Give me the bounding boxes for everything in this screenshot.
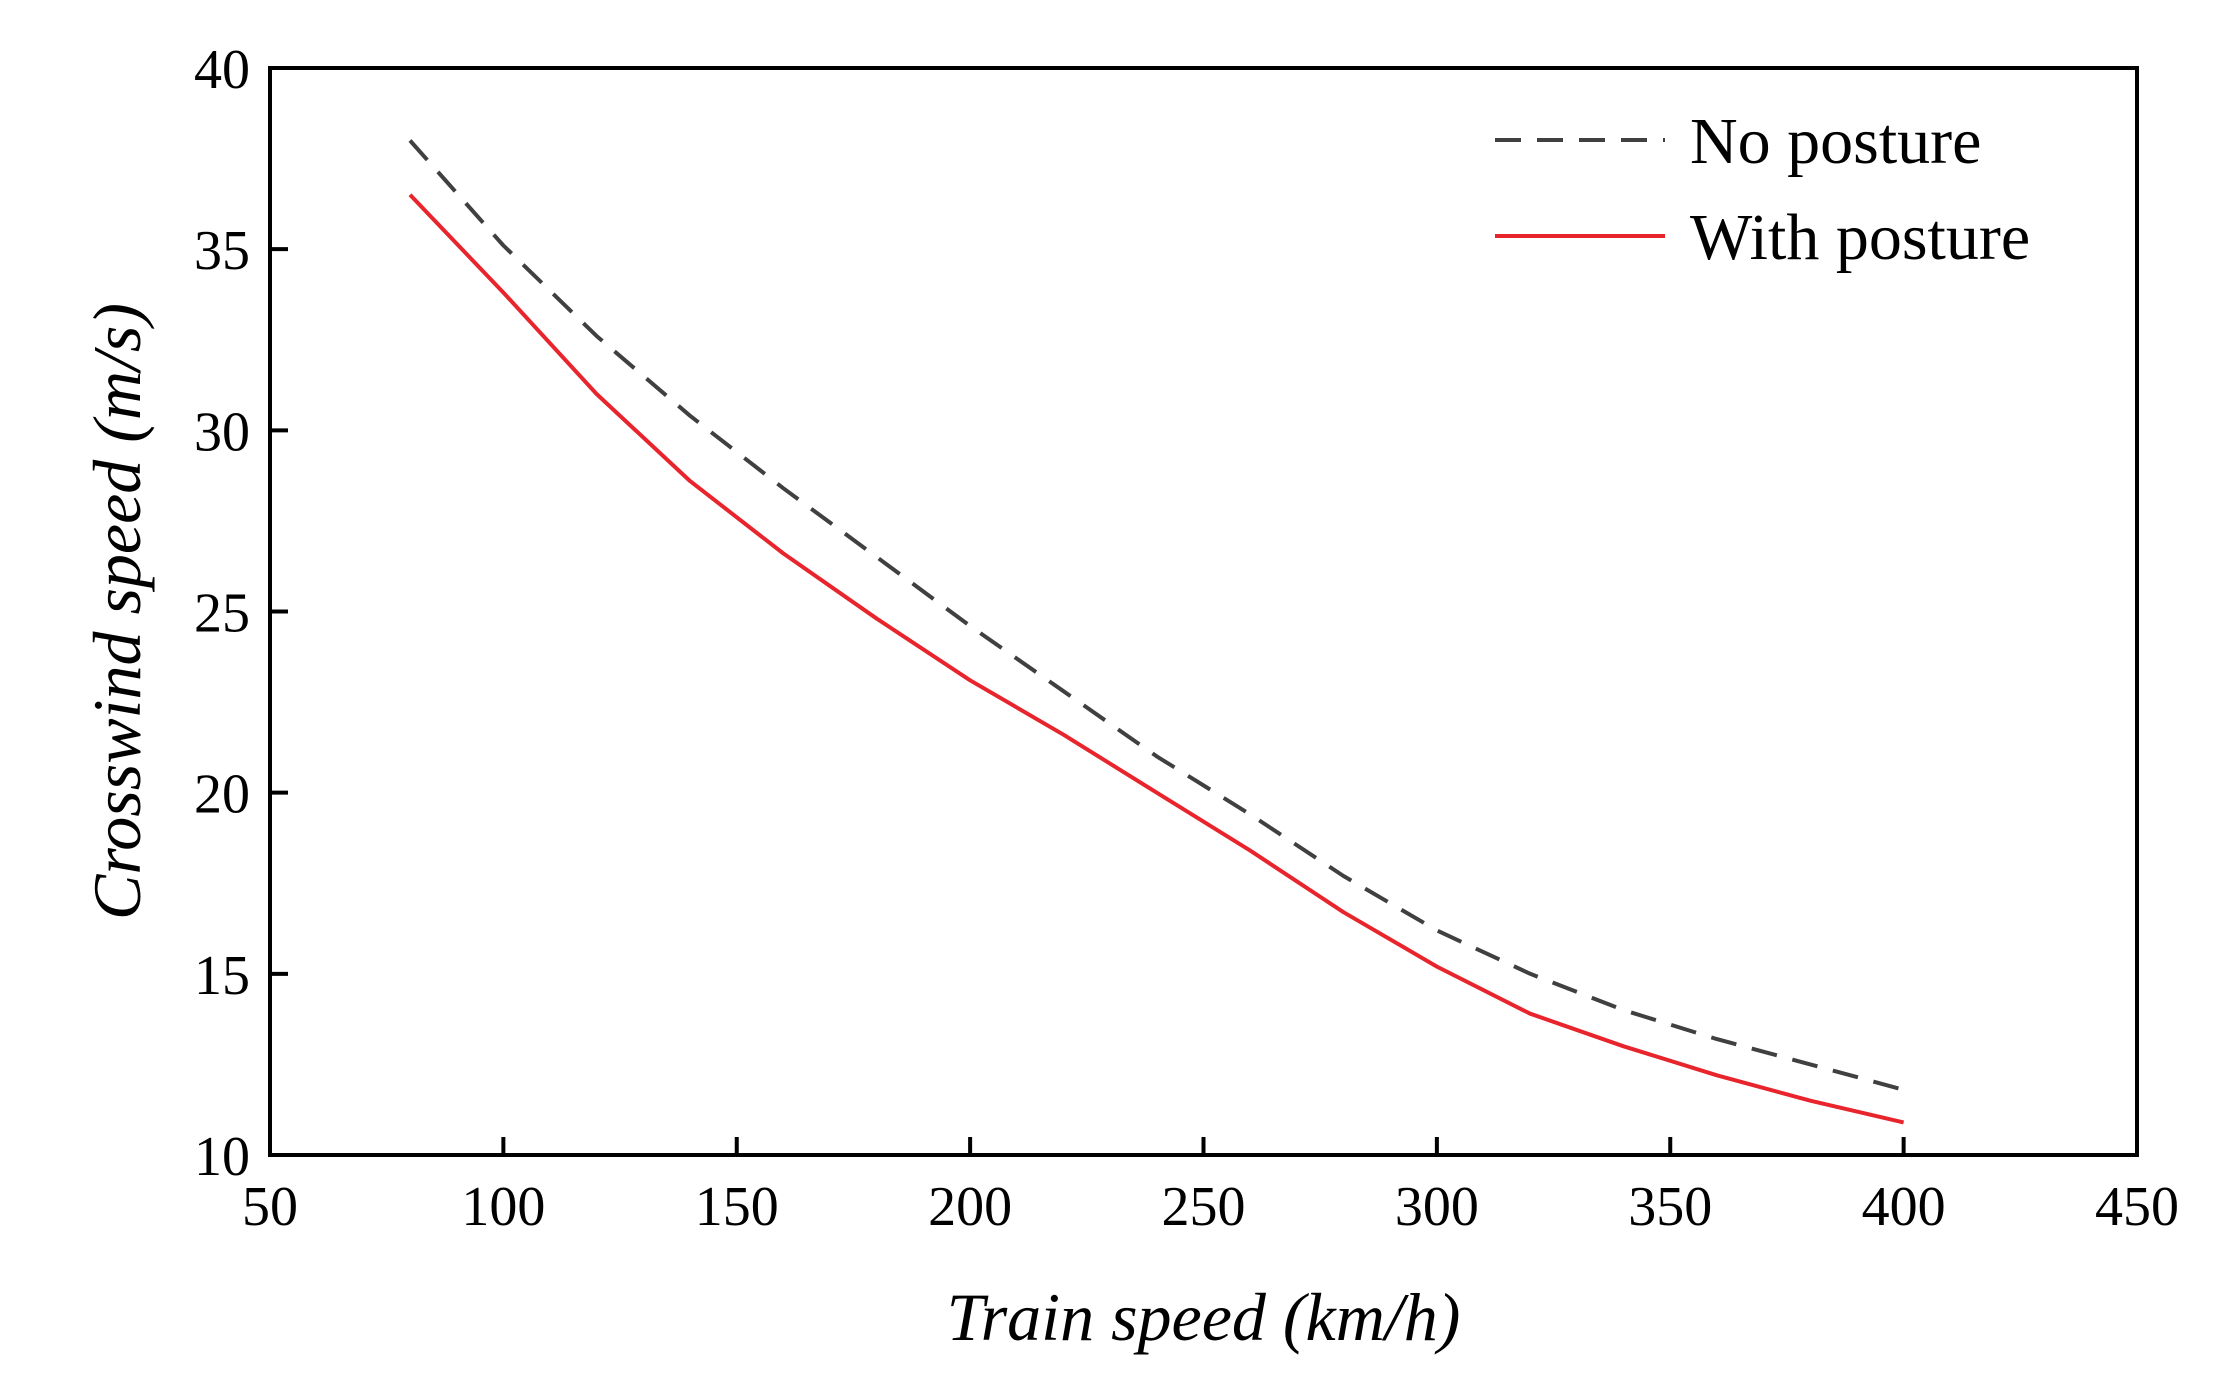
y-tick-label: 10: [194, 1126, 250, 1188]
legend: No posture With posture: [1495, 105, 2030, 274]
y-tick-label: 30: [194, 401, 250, 463]
y-axis-ticks: 10 15 20 25 30 35 40: [194, 39, 288, 1188]
x-axis-ticks: 50 100 150 200 250 300 350 400 450: [242, 1137, 2179, 1238]
x-tick-label: 150: [695, 1176, 779, 1238]
x-tick-label: 50: [242, 1176, 298, 1238]
x-tick-label: 400: [1862, 1176, 1946, 1238]
x-tick-label: 350: [1628, 1176, 1712, 1238]
legend-label-with-posture: With posture: [1690, 201, 2030, 274]
x-tick-label: 450: [2095, 1176, 2179, 1238]
legend-label-no-posture: No posture: [1690, 105, 1981, 178]
x-tick-label: 100: [461, 1176, 545, 1238]
series-line-no-posture: [408, 139, 1905, 1092]
x-tick-label: 250: [1162, 1176, 1246, 1238]
series-line-with-posture: [408, 193, 1905, 1125]
y-axis-title: Crosswind speed (m/s): [79, 303, 155, 920]
y-tick-label: 25: [194, 583, 250, 645]
x-tick-label: 200: [928, 1176, 1012, 1238]
y-tick-label: 35: [194, 220, 250, 282]
y-tick-label: 40: [194, 39, 250, 101]
y-tick-label: 15: [194, 945, 250, 1007]
x-axis-title: Train speed (km/h): [947, 1279, 1461, 1355]
x-tick-label: 300: [1395, 1176, 1479, 1238]
y-tick-label: 20: [194, 764, 250, 826]
plot-layer: [408, 139, 1905, 1125]
